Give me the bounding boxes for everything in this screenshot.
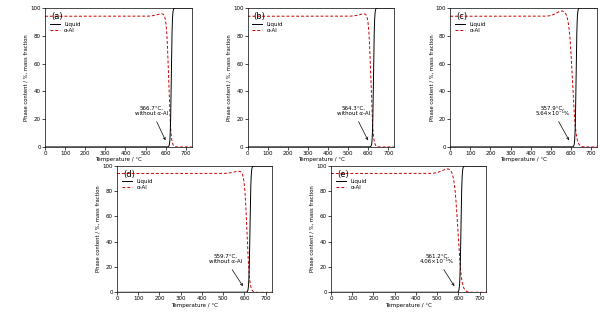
Text: (c): (c) xyxy=(456,12,467,21)
Y-axis label: Phase content / %, mass fraction: Phase content / %, mass fraction xyxy=(227,34,232,121)
Legend: Liquid, α-Al: Liquid, α-Al xyxy=(49,22,82,34)
X-axis label: Temperature / °C: Temperature / °C xyxy=(385,303,432,308)
X-axis label: Temperature / °C: Temperature / °C xyxy=(298,157,344,162)
Text: 566.7°C,
without α-Al: 566.7°C, without α-Al xyxy=(135,106,168,140)
X-axis label: Temperature / °C: Temperature / °C xyxy=(95,157,142,162)
Text: (b): (b) xyxy=(253,12,265,21)
Text: (a): (a) xyxy=(51,12,62,21)
Legend: Liquid, α-Al: Liquid, α-Al xyxy=(335,179,367,191)
Legend: Liquid, α-Al: Liquid, α-Al xyxy=(252,22,284,34)
Text: 557.9°C,
5.64×10⁻¹%: 557.9°C, 5.64×10⁻¹% xyxy=(536,106,570,140)
Text: 564.3°C,
without α-Al: 564.3°C, without α-Al xyxy=(337,106,370,140)
Text: (d): (d) xyxy=(123,170,135,179)
Y-axis label: Phase content / %, mass fraction: Phase content / %, mass fraction xyxy=(96,186,101,272)
Text: (e): (e) xyxy=(337,170,349,179)
Y-axis label: Phase content / %, mass fraction: Phase content / %, mass fraction xyxy=(429,34,434,121)
X-axis label: Temperature / °C: Temperature / °C xyxy=(171,303,218,308)
Legend: Liquid, α-Al: Liquid, α-Al xyxy=(454,22,487,34)
X-axis label: Temperature / °C: Temperature / °C xyxy=(500,157,547,162)
Text: 561.2°C,
4.06×10⁻¹%: 561.2°C, 4.06×10⁻¹% xyxy=(420,254,454,286)
Y-axis label: Phase content / %, mass fraction: Phase content / %, mass fraction xyxy=(24,34,29,121)
Legend: Liquid, α-Al: Liquid, α-Al xyxy=(121,179,154,191)
Y-axis label: Phase content / %, mass fraction: Phase content / %, mass fraction xyxy=(310,186,315,272)
Text: 559.7°C,
without α-Al: 559.7°C, without α-Al xyxy=(209,254,242,286)
